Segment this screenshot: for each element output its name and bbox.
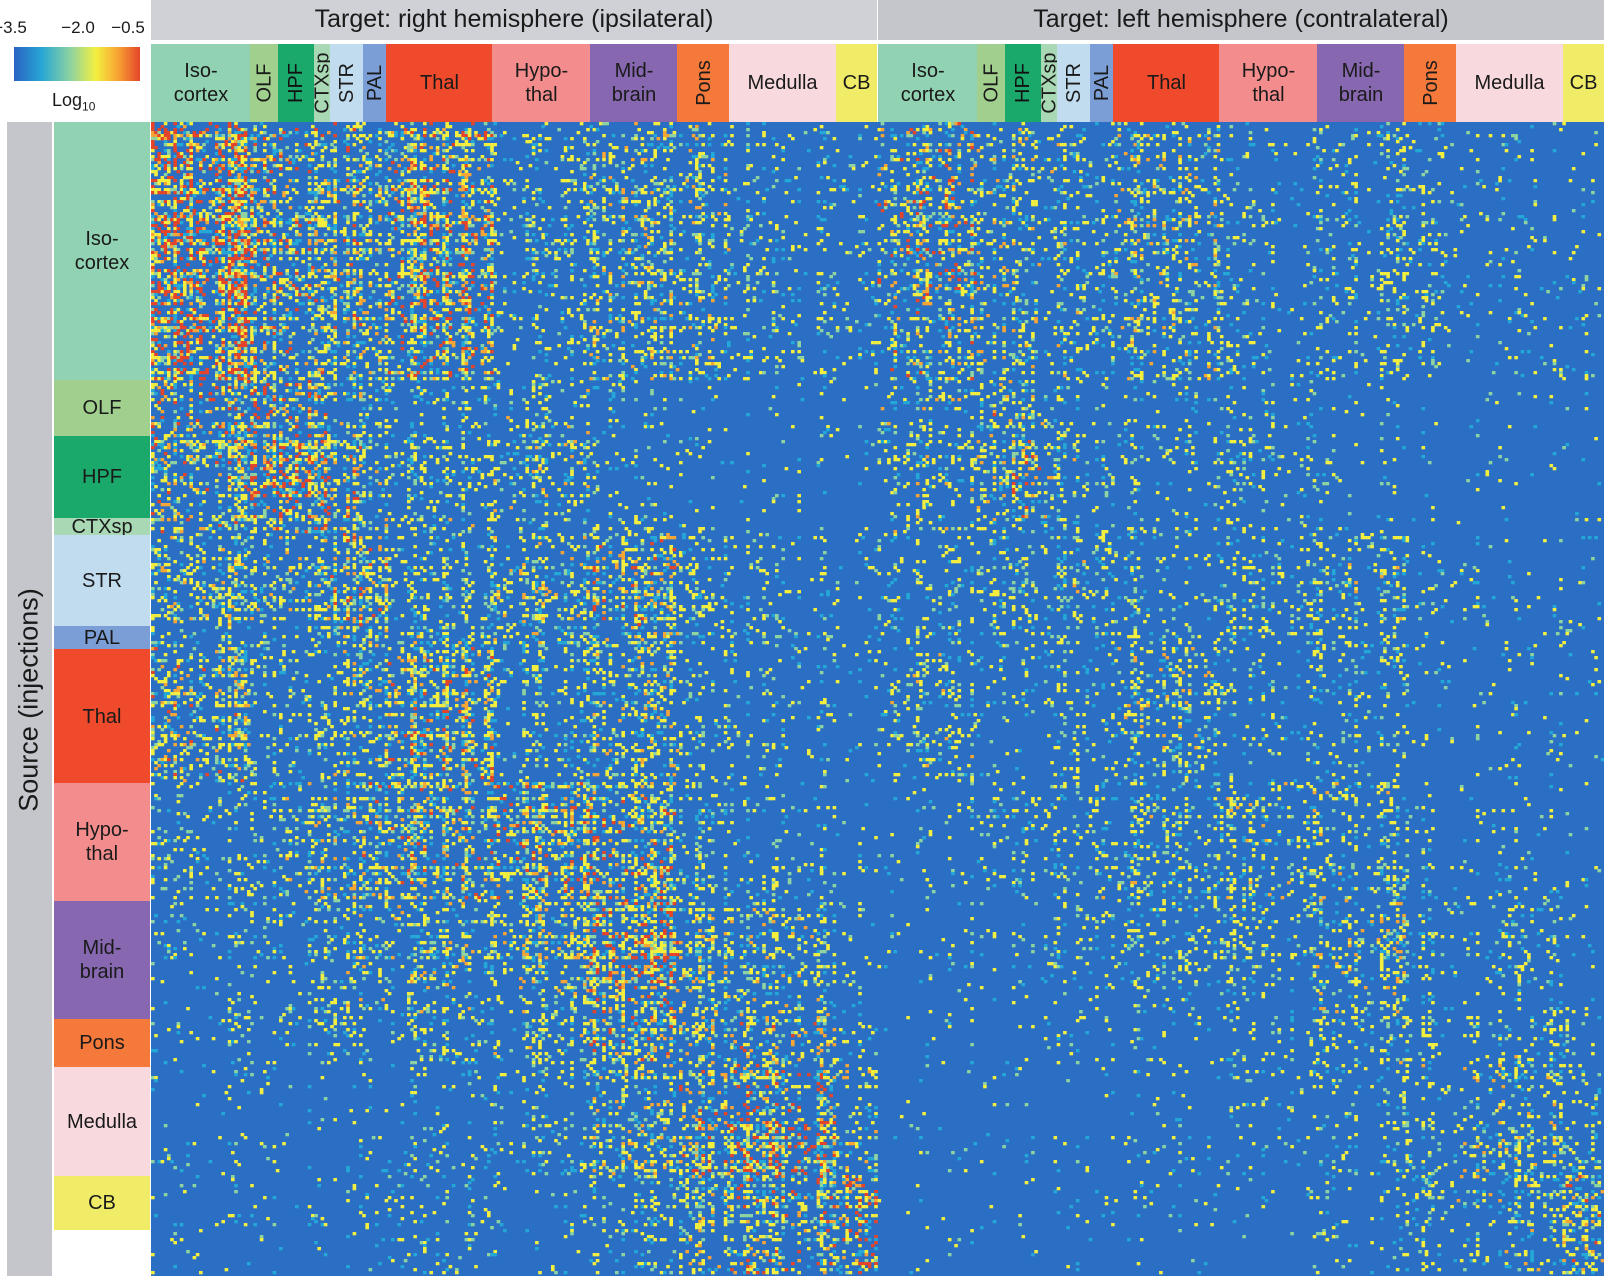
target-region-left-thal: Thal: [1113, 44, 1220, 122]
target-region-label: STR: [1062, 63, 1085, 103]
target-region-label: Pons: [1419, 60, 1442, 106]
target-region-right-pons: Pons: [677, 44, 730, 122]
source-region-label: CTXsp: [71, 517, 133, 536]
target-region-label: Medulla: [1474, 72, 1545, 94]
source-region-medulla: Medulla: [54, 1067, 150, 1177]
source-region-label: Iso- cortex: [74, 228, 130, 275]
source-region-ctxsp: CTXsp: [54, 517, 150, 536]
target-region-label: CTXsp: [314, 52, 331, 114]
target-region-right-pal: PAL: [362, 44, 387, 122]
target-region-right-ctxsp: CTXsp: [314, 44, 331, 122]
legend-tick-max: −0.5: [111, 18, 145, 37]
source-region-label: OLF: [82, 397, 122, 420]
target-region-left-pons: Pons: [1404, 44, 1457, 122]
source-region-olf: OLF: [54, 380, 150, 437]
target-region-right-thal: Thal: [386, 44, 493, 122]
color-legend: −3.5 −2.0 −0.5 Log10: [0, 0, 150, 120]
target-region-right-cb: CB: [835, 44, 878, 122]
source-region-label: Thal: [82, 705, 122, 728]
source-region-thal: Thal: [54, 649, 150, 784]
target-region-label: HPF: [285, 63, 308, 103]
target-region-label: PAL: [1090, 64, 1113, 102]
target-region-label: Thal: [420, 72, 459, 94]
target-region-label: Medulla: [747, 72, 818, 94]
legend-label-main: Log: [52, 90, 83, 110]
target-region-label: PAL: [363, 64, 386, 102]
hemisphere-header-right: Target: right hemisphere (ipsilateral): [151, 0, 877, 40]
source-region-pons: Pons: [54, 1018, 150, 1068]
target-region-label: Mid- brain: [611, 60, 657, 106]
source-region-hpf: HPF: [54, 435, 150, 519]
target-region-right-olf: OLF: [250, 44, 279, 122]
source-region-label: Medulla: [66, 1110, 138, 1133]
target-region-label: OLF: [253, 63, 276, 103]
source-region-label: Hypo- thal: [75, 819, 129, 866]
source-region-label: Mid- brain: [79, 937, 125, 984]
target-region-label: CTXsp: [1041, 52, 1058, 114]
legend-colorbar: [14, 47, 140, 81]
target-region-label: Iso- cortex: [173, 60, 229, 106]
source-region-label: STR: [82, 569, 122, 592]
source-region-label: HPF: [82, 466, 122, 489]
target-region-label: Thal: [1147, 72, 1186, 94]
target-region-left-isocortex: Iso- cortex: [878, 44, 978, 122]
source-region-isocortex: Iso- cortex: [54, 122, 150, 381]
target-region-label: STR: [335, 63, 358, 103]
target-region-label: Hypo- thal: [1241, 60, 1296, 106]
target-region-right-hpf: HPF: [278, 44, 315, 122]
target-region-right-str: STR: [330, 44, 364, 122]
target-regions-left: Iso- cortex OLF HPF CTXsp STR PAL Thal Hypo- th…: [878, 44, 1604, 122]
target-region-label: HPF: [1012, 63, 1035, 103]
target-region-right-isocortex: Iso- cortex: [151, 44, 251, 122]
target-region-label: Hypo- thal: [514, 60, 569, 106]
hemisphere-header-left: Target: left hemisphere (contralateral): [878, 0, 1604, 40]
target-region-label: Mid- brain: [1338, 60, 1384, 106]
source-region-pal: PAL: [54, 626, 150, 650]
legend-label: Log10: [52, 90, 95, 114]
source-region-midbrain: Mid- brain: [54, 900, 150, 1020]
target-region-left-cb: CB: [1562, 44, 1604, 122]
target-region-label: CB: [1569, 72, 1598, 94]
target-region-right-medulla: Medulla: [728, 44, 837, 122]
target-region-label: OLF: [980, 63, 1003, 103]
source-region-label: Pons: [79, 1032, 125, 1055]
source-region-label: PAL: [83, 627, 121, 650]
target-region-left-hypothal: Hypo- thal: [1219, 44, 1318, 122]
target-region-left-hpf: HPF: [1005, 44, 1042, 122]
target-region-left-olf: OLF: [977, 44, 1006, 122]
source-region-cb: CB: [54, 1175, 150, 1231]
target-region-left-pal: PAL: [1089, 44, 1114, 122]
target-region-label: CB: [842, 72, 871, 94]
legend-tick-mid: −2.0: [61, 18, 95, 37]
target-region-left-midbrain: Mid- brain: [1317, 44, 1405, 122]
source-region-label: CB: [88, 1191, 116, 1214]
connectivity-heatmap: [151, 122, 1604, 1276]
legend-tick-min: −3.5: [0, 18, 27, 37]
source-region-hypothal: Hypo- thal: [54, 783, 150, 902]
target-region-right-hypothal: Hypo- thal: [492, 44, 591, 122]
target-region-label: Iso- cortex: [900, 60, 956, 106]
target-region-right-midbrain: Mid- brain: [590, 44, 678, 122]
target-region-left-medulla: Medulla: [1455, 44, 1564, 122]
target-region-label: Pons: [692, 60, 715, 106]
target-regions-right: Iso- cortex OLF HPF CTXsp STR PAL Thal Hypo- th…: [151, 44, 878, 122]
target-region-left-ctxsp: CTXsp: [1041, 44, 1058, 122]
legend-ticks: −3.5 −2.0 −0.5: [0, 18, 150, 42]
hemisphere-title-left: Target: left hemisphere (contralateral): [1033, 5, 1449, 33]
hemisphere-title-right: Target: right hemisphere (ipsilateral): [314, 5, 714, 33]
source-axis-bar: [7, 122, 52, 1276]
source-region-str: STR: [54, 535, 150, 627]
source-axis-title: Source (injections): [13, 588, 44, 812]
target-region-left-str: STR: [1057, 44, 1091, 122]
legend-label-sub: 10: [82, 99, 96, 114]
